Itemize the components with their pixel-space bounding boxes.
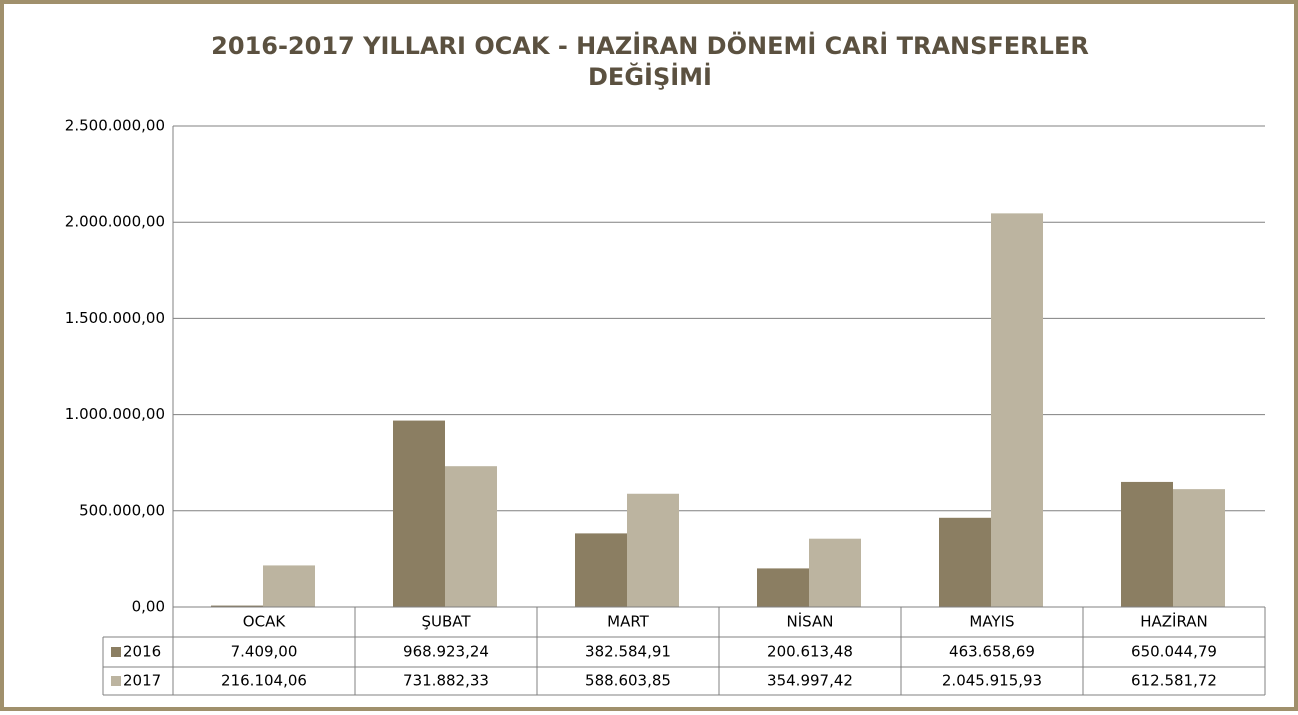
table-value: 588.603,85 (585, 672, 671, 690)
x-tick-label: NİSAN (787, 612, 834, 631)
y-tick-label: 1.000.000,00 (65, 405, 165, 423)
y-tick-label: 1.500.000,00 (65, 309, 165, 327)
table-value: 2.045.915,93 (942, 672, 1042, 690)
table-value: 7.409,00 (231, 643, 298, 661)
table-value: 463.658,69 (949, 643, 1035, 661)
legend-label: 2017 (123, 672, 161, 690)
table-value: 650.044,79 (1131, 643, 1217, 661)
bar (445, 466, 497, 607)
y-tick-label: 0,00 (132, 598, 165, 616)
y-tick-label: 500.000,00 (79, 501, 165, 519)
x-tick-label: HAZİRAN (1140, 612, 1208, 631)
x-tick-label: MART (607, 613, 650, 631)
chart-title: DEĞİŞİMİ (588, 61, 712, 91)
x-tick-label: OCAK (243, 613, 287, 631)
legend-key (111, 647, 121, 657)
table-value: 612.581,72 (1131, 672, 1217, 690)
table-value: 200.613,48 (767, 643, 853, 661)
bar (627, 493, 679, 607)
legend-label: 2016 (123, 643, 161, 661)
bar (211, 605, 263, 607)
bar (757, 568, 809, 607)
bar (1121, 481, 1173, 607)
chart-title: 2016-2017 YILLARI OCAK - HAZİRAN DÖNEMİ … (211, 30, 1089, 60)
table-value: 731.882,33 (403, 672, 489, 690)
legend-key (111, 676, 121, 686)
bar (575, 533, 627, 607)
table-value: 216.104,06 (221, 672, 307, 690)
table-value: 382.584,91 (585, 643, 671, 661)
bar (939, 517, 991, 607)
bar (263, 565, 315, 607)
y-tick-label: 2.500.000,00 (65, 117, 165, 135)
bar (809, 538, 861, 607)
y-tick-label: 2.000.000,00 (65, 213, 165, 231)
bar (991, 213, 1043, 607)
bar (1173, 489, 1225, 607)
x-tick-label: ŞUBAT (421, 613, 471, 631)
table-value: 354.997,42 (767, 672, 853, 690)
x-tick-label: MAYIS (969, 613, 1014, 631)
bar (393, 420, 445, 607)
table-value: 968.923,24 (403, 643, 489, 661)
